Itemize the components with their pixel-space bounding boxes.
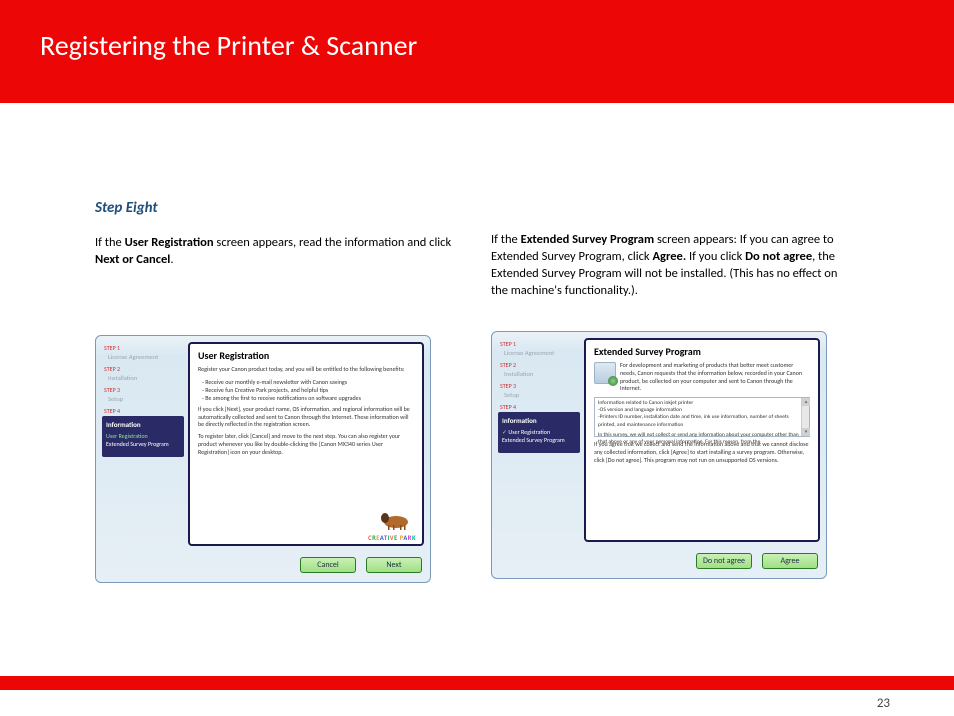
right-column: If the Extended Survey Program screen ap… [491, 199, 849, 583]
scrollbar[interactable]: ▴▾ [801, 398, 809, 436]
dialog-main-panel: User Registration Register your Canon pr… [188, 342, 424, 546]
dog-icon [376, 508, 412, 530]
left-column: Step Eight If the User Registration scre… [95, 199, 453, 583]
left-instruction: If the User Registration screen appears,… [95, 235, 453, 303]
footer-page-area: 23 [0, 690, 954, 716]
extended-survey-dialog: STEP 1 License Agreement STEP 2 Installa… [491, 331, 827, 579]
dialog-button-row: Do not agree Agree [492, 548, 826, 578]
agree-button[interactable]: Agree [762, 553, 818, 569]
scroll-down-icon[interactable]: ▾ [802, 428, 810, 436]
dialog-button-row: Cancel Next [96, 552, 430, 582]
step-label: Step Eight [95, 199, 453, 217]
page-number: 23 [877, 696, 890, 711]
scroll-up-icon[interactable]: ▴ [802, 398, 810, 406]
cancel-button[interactable]: Cancel [300, 557, 356, 573]
wizard-sidebar: STEP 1 License Agreement STEP 2 Installa… [102, 342, 184, 546]
creative-park-logo: CREATIVE PARK [368, 534, 416, 542]
dialog-main-panel: Extended Survey Program For development … [584, 338, 820, 542]
user-registration-dialog: STEP 1 License Agreement STEP 2 Installa… [95, 335, 431, 583]
wizard-sidebar: STEP 1 License Agreement STEP 2 Installa… [498, 338, 580, 542]
header-bar: Registering the Printer & Scanner [0, 0, 954, 103]
dialog-title: Extended Survey Program [594, 345, 810, 358]
page-title: Registering the Printer & Scanner [40, 28, 954, 63]
survey-icon [594, 362, 616, 384]
next-button[interactable]: Next [366, 557, 422, 573]
dialog-title: User Registration [198, 349, 414, 362]
content-area: Step Eight If the User Registration scre… [0, 103, 954, 583]
do-not-agree-button[interactable]: Do not agree [696, 553, 752, 569]
info-box: Information User Registration Extended S… [102, 416, 184, 457]
info-box: Information ✓ User Registration Extended… [498, 412, 580, 453]
right-instruction: If the Extended Survey Program screen ap… [491, 232, 849, 300]
info-scroll-box[interactable]: Information related to Canon inkjet prin… [594, 397, 810, 437]
